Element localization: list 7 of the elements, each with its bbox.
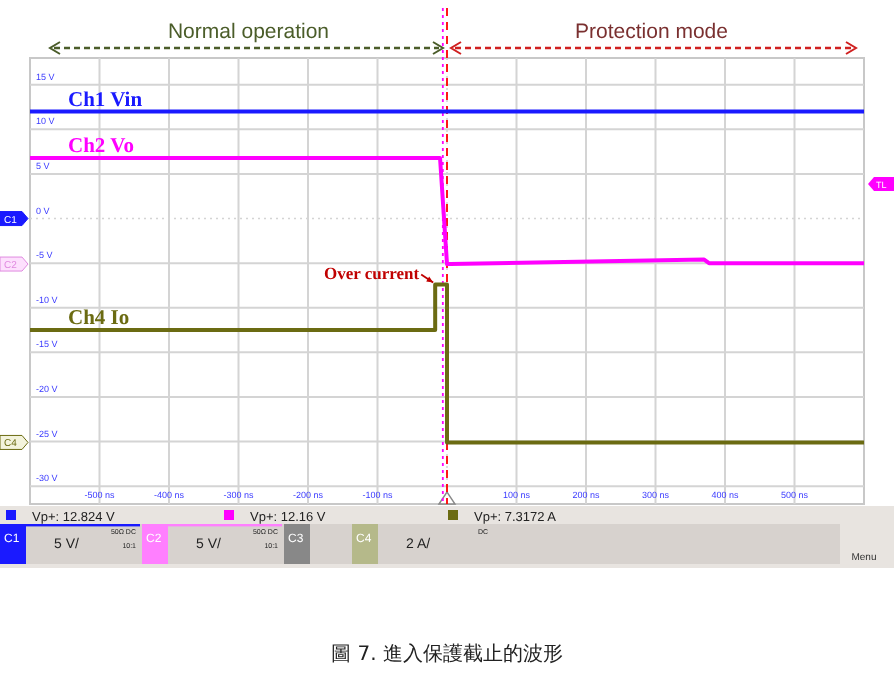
text: Protection mode	[575, 20, 729, 44]
series-label: Ch4 Io	[68, 308, 130, 331]
series-label: Ch2 Vo	[68, 135, 134, 158]
series-label: Ch1 Vin	[68, 89, 143, 112]
caption: 圖 7. 進入保護截止的波形	[331, 642, 563, 666]
text: Normal operation	[167, 20, 330, 44]
annotation: Over current	[323, 262, 420, 283]
